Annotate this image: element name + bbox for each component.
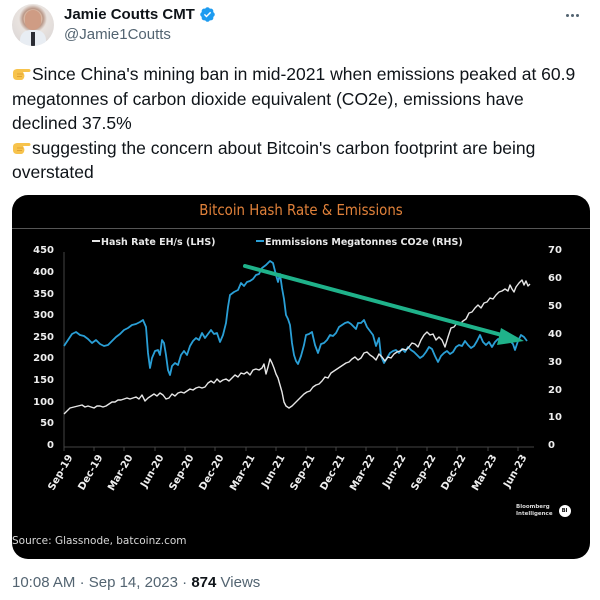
y-left-tick: 450: [33, 245, 54, 256]
views-label: Views: [220, 574, 261, 591]
y-right-tick: 60: [548, 273, 562, 284]
tweet-text: Since China's mining ban in mid-2021 whe…: [12, 62, 588, 185]
bloomberg-intelligence-logo: Bloomberg Intelligence BI: [516, 504, 571, 518]
y-right-tick: 50: [548, 301, 562, 312]
views-count[interactable]: 874: [191, 574, 217, 591]
y-left-tick: 400: [33, 267, 54, 278]
y-left-tick: 50: [40, 418, 54, 429]
legend-swatch: [92, 240, 100, 242]
bi-badge-icon: BI: [558, 505, 571, 517]
chart-source: Source: Glassnode, batcoinz.com: [12, 535, 187, 547]
y-right-tick: 20: [548, 385, 562, 396]
y-right-tick: 30: [548, 357, 562, 368]
meta-separator: ·: [182, 574, 188, 591]
y-left-tick: 150: [33, 375, 54, 386]
y-left-tick: 250: [33, 332, 54, 343]
tweet-line: Since China's mining ban in mid-2021 whe…: [12, 62, 588, 136]
tweet-meta: 10:08 AM · Sep 14, 2023 · 874 Views: [12, 574, 260, 591]
avatar-tie: [31, 32, 35, 46]
display-name[interactable]: Jamie Coutts CMT: [64, 6, 195, 23]
dot-icon: [565, 13, 569, 17]
y-right-tick: 0: [548, 440, 555, 451]
meta-separator: ·: [79, 574, 85, 591]
y-left-tick: 200: [33, 353, 54, 364]
tweet-line-text: suggesting the concern about Bitcoin's c…: [12, 137, 536, 183]
y-right-tick: 40: [548, 329, 562, 340]
avatar[interactable]: [12, 4, 54, 46]
tweet-line: suggesting the concern about Bitcoin's c…: [12, 136, 588, 185]
chart-plot-area: [63, 252, 534, 451]
more-options-button[interactable]: [560, 6, 584, 24]
dot-icon: [570, 13, 574, 17]
tweet-time[interactable]: 10:08 AM: [12, 574, 76, 591]
y-left-tick: 0: [47, 440, 54, 451]
avatar-face: [25, 10, 41, 30]
verified-badge-icon: [200, 7, 215, 22]
tweet-line-text: Since China's mining ban in mid-2021 whe…: [12, 64, 576, 133]
name-row: Jamie Coutts CMT: [64, 6, 216, 23]
user-handle[interactable]: @Jamie1Coutts: [64, 26, 171, 43]
pointing-right-emoji-icon: [13, 142, 31, 154]
y-right-tick: 70: [548, 245, 562, 256]
emissions-series-line: [63, 260, 528, 376]
y-right-tick: 10: [548, 412, 562, 423]
y-left-tick: 100: [33, 397, 54, 408]
legend-item-emissions: Emmissions Megatonnes CO2e (RHS): [256, 237, 463, 248]
hashrate-series-line: [63, 279, 531, 415]
legend-swatch: [256, 240, 264, 242]
pointing-right-emoji-icon: [13, 69, 31, 80]
chart-image[interactable]: Bitcoin Hash Rate & Emissions Hash Rate …: [12, 195, 590, 559]
dot-icon: [575, 13, 579, 17]
tweet-header: Jamie Coutts CMT @Jamie1Coutts: [12, 4, 588, 48]
tweet-date[interactable]: Sep 14, 2023: [88, 574, 178, 591]
y-left-tick: 350: [33, 289, 54, 300]
x-axis-ticks: [63, 447, 519, 451]
y-left-tick: 300: [33, 310, 54, 321]
trend-arrow-annotation: [243, 264, 524, 345]
chart-title: Bitcoin Hash Rate & Emissions: [199, 201, 403, 219]
title-divider: [12, 228, 590, 229]
legend-item-hashrate: Hash Rate EH/s (LHS): [92, 237, 216, 248]
